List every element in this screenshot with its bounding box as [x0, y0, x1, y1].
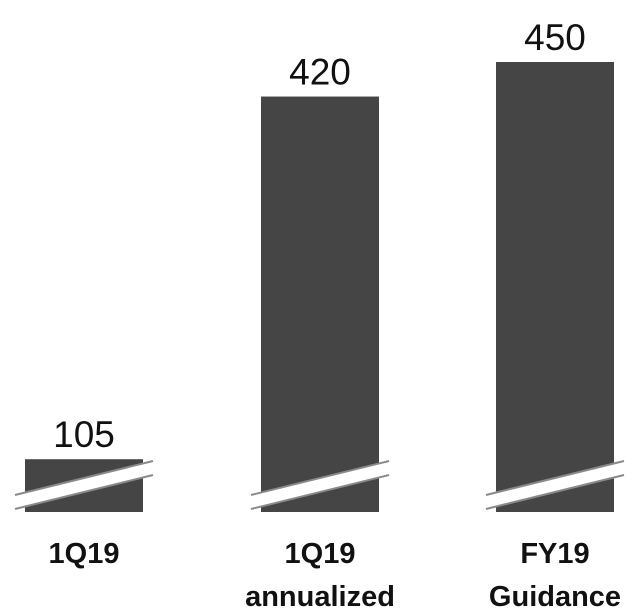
value-label-2: 420	[289, 52, 351, 93]
axis-break-line-1-2	[14, 474, 154, 510]
axis-break-3	[486, 461, 624, 509]
value-labels-group: 105 420 450	[53, 17, 586, 455]
axis-break-line-2-1	[250, 460, 390, 496]
value-label-1: 105	[53, 414, 115, 455]
category-label-3-line-1: FY19	[520, 538, 589, 570]
category-labels-group: 1Q19 1Q19 annualized FY19 Guidance	[49, 538, 622, 612]
axis-break-2	[251, 461, 389, 509]
axis-break-1	[15, 461, 153, 509]
category-label-1-line-1: 1Q19	[49, 538, 120, 570]
axis-break-line-2-2	[250, 474, 390, 510]
bar-2	[261, 96, 379, 513]
axis-break-line-1-1	[14, 460, 154, 496]
value-label-3: 450	[524, 17, 586, 58]
category-label-2-line-1: 1Q19	[285, 538, 356, 570]
category-label-2-line-2: annualized	[245, 581, 395, 612]
bar-3	[496, 62, 614, 512]
bars-group	[25, 62, 614, 513]
axis-break-line-3-2	[485, 474, 625, 510]
category-label-3-line-2: Guidance	[489, 581, 621, 612]
axis-break-marks	[14, 460, 625, 510]
axis-break-line-3-1	[485, 460, 625, 496]
